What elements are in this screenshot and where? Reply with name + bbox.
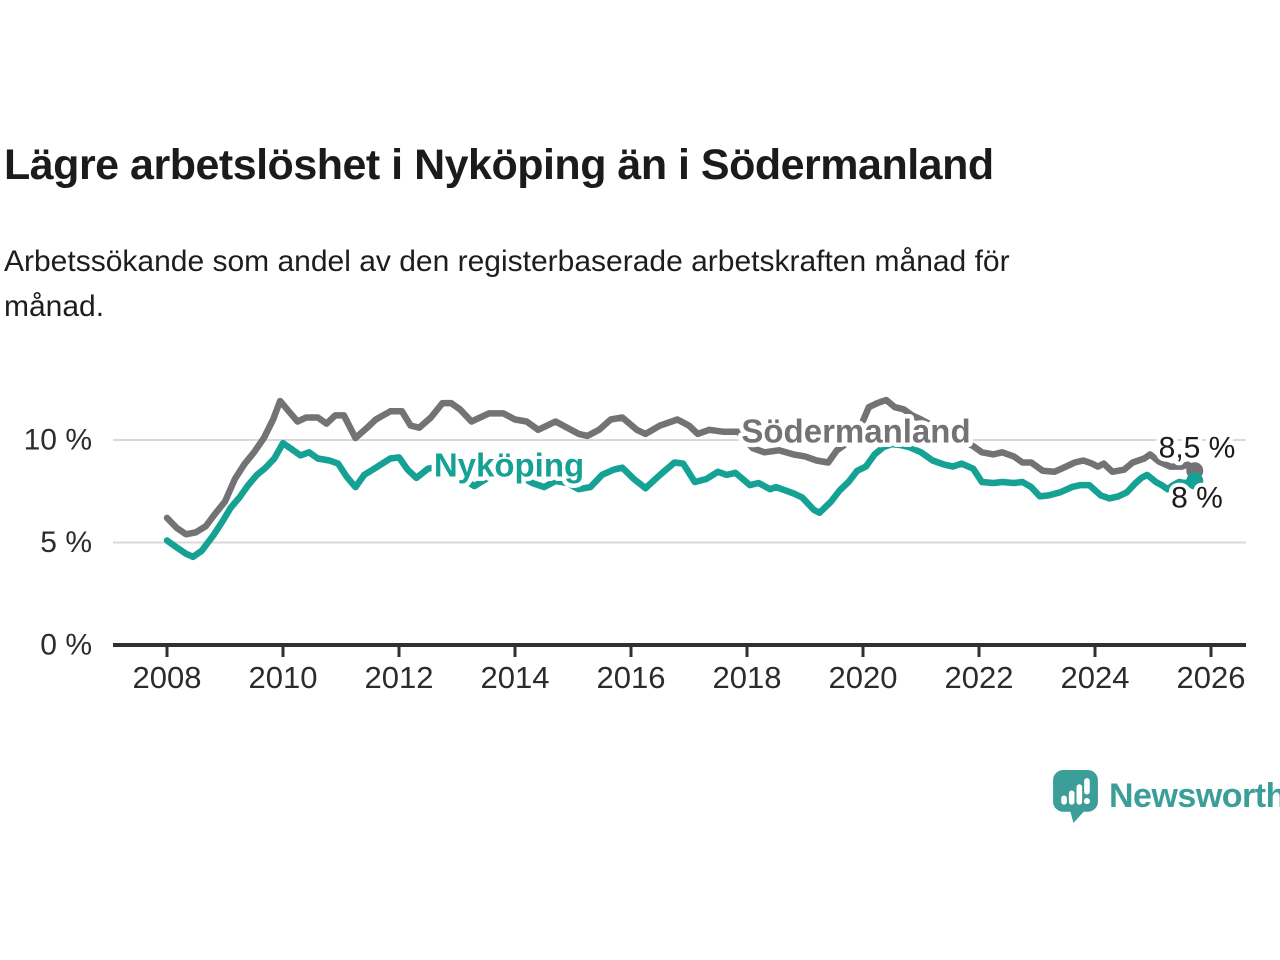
series-label: Nyköping bbox=[434, 447, 584, 484]
chart-subtitle: Arbetssökande som andel av den registerb… bbox=[4, 239, 1010, 329]
chart-subtitle-line-1: Arbetssökande som andel av den registerb… bbox=[4, 245, 1010, 278]
x-tick-label: 2018 bbox=[713, 660, 782, 695]
y-tick-label: 10 % bbox=[24, 424, 92, 457]
x-tick-label: 2010 bbox=[249, 660, 318, 695]
series-end-dot bbox=[1186, 472, 1204, 490]
x-tick-label: 2024 bbox=[1061, 660, 1130, 695]
x-tick-label: 2012 bbox=[365, 660, 434, 695]
newsworthy-logo: Newsworthy bbox=[1053, 770, 1280, 823]
newsworthy-logo-text: Newsworthy bbox=[1109, 777, 1280, 815]
value-label: 8 % bbox=[1171, 482, 1223, 515]
chart-subtitle-line-2: månad. bbox=[4, 290, 105, 323]
series-line-sdermanland bbox=[163, 396, 1199, 538]
x-tick-label: 2020 bbox=[829, 660, 898, 695]
x-tick-label: 2026 bbox=[1177, 660, 1246, 695]
y-tick-label: 0 % bbox=[40, 629, 92, 662]
x-tick-label: 2014 bbox=[481, 660, 550, 695]
x-tick-label: 2016 bbox=[597, 660, 666, 695]
value-label: 8,5 % bbox=[1159, 432, 1236, 465]
chart-title: Lägre arbetslöshet i Nyköping än i Söder… bbox=[4, 141, 994, 189]
series-line-nykping bbox=[163, 439, 1199, 561]
x-tick-label: 2022 bbox=[945, 660, 1014, 695]
newsworthy-logo-icon bbox=[1053, 770, 1098, 823]
y-tick-label: 5 % bbox=[40, 526, 92, 559]
x-tick-label: 2008 bbox=[133, 660, 202, 695]
series-label: Södermanland bbox=[741, 413, 970, 450]
